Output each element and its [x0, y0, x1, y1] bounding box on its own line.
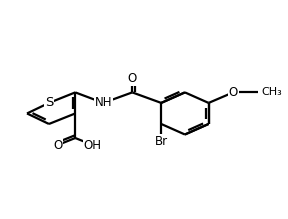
Text: OH: OH [84, 139, 102, 152]
Text: NH: NH [94, 96, 112, 110]
Text: O: O [53, 139, 62, 152]
Text: S: S [45, 96, 53, 110]
Text: Br: Br [155, 135, 168, 148]
Text: O: O [128, 72, 137, 85]
Text: CH₃: CH₃ [261, 87, 282, 97]
Text: O: O [228, 86, 238, 99]
